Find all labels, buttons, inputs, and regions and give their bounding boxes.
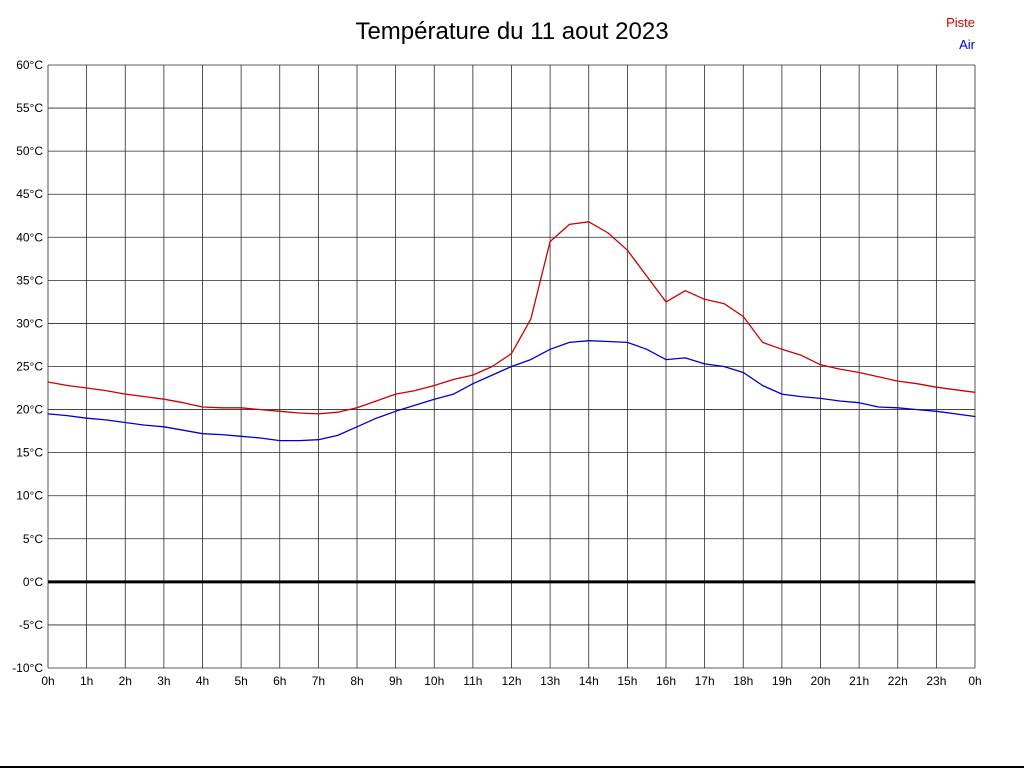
y-axis-tick-label: -10°C [12, 661, 43, 675]
x-axis-tick-label: 9h [389, 674, 402, 688]
y-axis-tick-label: 10°C [16, 489, 43, 503]
y-axis-tick-label: 0°C [23, 575, 43, 589]
x-axis-tick-label: 5h [234, 674, 247, 688]
y-axis-tick-label: 55°C [16, 101, 43, 115]
x-axis-tick-label: 4h [196, 674, 209, 688]
x-axis-tick-label: 22h [888, 674, 908, 688]
y-axis-tick-label: 50°C [16, 144, 43, 158]
y-axis-tick-label: 60°C [16, 58, 43, 72]
y-axis-tick-label: 25°C [16, 360, 43, 374]
x-axis-tick-label: 2h [119, 674, 132, 688]
x-axis-tick-label: 20h [810, 674, 830, 688]
y-axis-tick-label: 35°C [16, 273, 43, 287]
y-axis-tick-label: 20°C [16, 403, 43, 417]
x-axis-tick-label: 0h [41, 674, 54, 688]
x-axis-tick-label: 11h [463, 674, 482, 688]
series-line-air [47, 340, 976, 442]
y-axis-tick-label: -5°C [19, 618, 43, 632]
x-axis-tick-label: 3h [157, 674, 170, 688]
x-axis-tick-label: 16h [656, 674, 676, 688]
x-axis-tick-label: 10h [424, 674, 444, 688]
chart-title: Température du 11 aout 2023 [355, 18, 669, 45]
x-axis-tick-label: 7h [312, 674, 325, 688]
x-axis-tick-label: 21h [849, 674, 869, 688]
x-axis-tick-label: 6h [273, 674, 286, 688]
x-axis-tick-label: 8h [350, 674, 363, 688]
x-axis-tick-label: 12h [501, 674, 521, 688]
y-axis-tick-label: 40°C [16, 230, 43, 244]
x-axis-tick-label: 13h [540, 674, 560, 688]
y-axis-tick-label: 5°C [23, 532, 43, 546]
x-axis-tick-label: 14h [579, 674, 599, 688]
x-axis-tick-label: 18h [733, 674, 753, 688]
x-axis-tick-label: 19h [772, 674, 792, 688]
y-axis-tick-label: 45°C [16, 187, 43, 201]
legend-air-label: Air [959, 37, 975, 52]
x-axis-tick-label: 23h [926, 674, 946, 688]
series-line-piste [47, 221, 976, 415]
x-axis-tick-label: 1h [80, 674, 93, 688]
x-axis-tick-label: 17h [695, 674, 715, 688]
chart-legend: Piste Air [946, 12, 975, 56]
y-axis-tick-label: 30°C [16, 316, 43, 330]
y-axis-tick-label: 15°C [16, 446, 43, 460]
x-axis-tick-label: 15h [617, 674, 637, 688]
legend-piste-label: Piste [946, 15, 975, 30]
x-axis-tick-label: 0h [968, 674, 981, 688]
